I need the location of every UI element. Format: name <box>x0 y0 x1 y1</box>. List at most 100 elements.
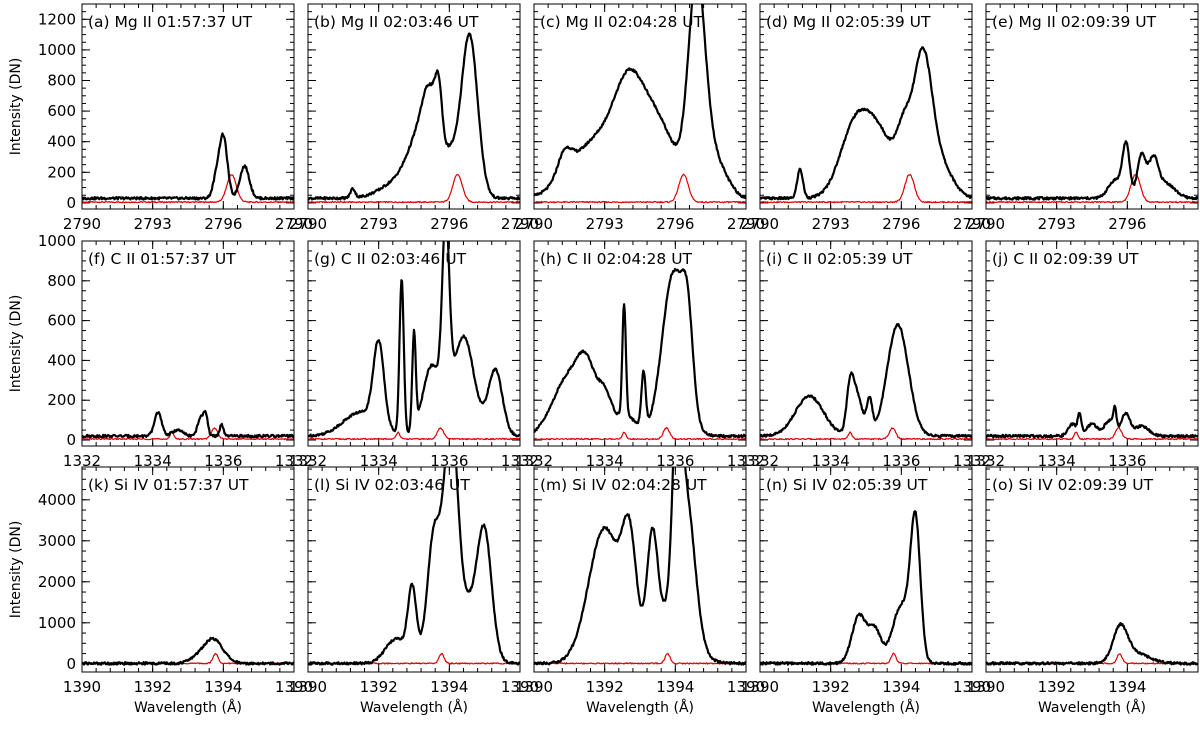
panel-title: (o) Si IV 02:09:39 UT <box>992 476 1154 494</box>
observed-spectrum-line <box>82 409 294 439</box>
x-tick-label: 1334 <box>360 452 398 470</box>
x-tick-label: 1392 <box>1038 678 1076 696</box>
observed-spectrum-line <box>534 467 746 666</box>
panel-frame <box>759 240 973 447</box>
x-tick-label: 1394 <box>204 678 242 696</box>
y-tick-label: 4000 <box>38 491 76 509</box>
x-tick-label: 2790 <box>953 215 991 233</box>
x-tick-label: 1332 <box>967 452 1005 470</box>
reference-spectrum-line <box>82 174 294 204</box>
x-tick-label: 1392 <box>134 678 172 696</box>
x-tick-label: 2790 <box>289 215 327 233</box>
y-tick-label: 800 <box>47 71 76 89</box>
panel-si-iv-4: 1390 1392 1394 1390 (n) Si IV 02:05:39 UT Wav… <box>741 466 991 716</box>
y-axis-label: Intensity (DN) <box>8 521 24 619</box>
x-tick-label: 2790 <box>501 215 539 233</box>
observed-spectrum-line <box>534 4 746 199</box>
panel-c-ii-2: 1332 1334 1336 1332 (g) C II 02:03:46 UT <box>289 240 539 470</box>
x-tick-label: 2793 <box>586 215 624 233</box>
x-tick-label: 2793 <box>812 215 850 233</box>
x-tick-label: 1336 <box>430 452 468 470</box>
observed-spectrum-line <box>82 636 294 666</box>
y-tick-label: 2000 <box>38 573 76 591</box>
panel-c-ii-5: 1332 1334 1336 (j) C II 02:09:39 UT <box>967 240 1199 470</box>
x-tick-label: 1332 <box>275 452 313 470</box>
x-axis-label: Wavelength (Å) <box>586 699 694 716</box>
panel-c-ii-3: 1332 1334 1336 1332 (h) C II 02:04:28 UT <box>515 240 765 470</box>
y-tick-label: 200 <box>47 163 76 181</box>
reference-spectrum-line <box>82 427 294 441</box>
panel-frame <box>985 466 1199 673</box>
observed-spectrum-line <box>760 46 972 201</box>
x-tick-label: 2790 <box>741 215 779 233</box>
x-axis-label: Wavelength (Å) <box>360 699 468 716</box>
panel-title: (l) Si IV 02:03:46 UT <box>314 476 470 494</box>
x-tick-label: 1334 <box>134 452 172 470</box>
panel-title: (j) C II 02:09:39 UT <box>992 250 1139 268</box>
x-tick-label: 2790 <box>727 215 765 233</box>
x-tick-label: 1394 <box>882 678 920 696</box>
reference-spectrum-line <box>308 652 520 665</box>
x-tick-label: 2796 <box>1108 215 1146 233</box>
panel-frame <box>81 240 295 447</box>
observed-spectrum-line <box>308 32 520 201</box>
observed-spectrum-line <box>760 323 972 439</box>
panel-frame <box>307 3 521 210</box>
y-tick-label: 400 <box>47 351 76 369</box>
x-tick-label: 1336 <box>882 452 920 470</box>
reference-spectrum-line <box>534 173 746 204</box>
panel-frame <box>533 240 747 447</box>
x-tick-label: 1394 <box>656 678 694 696</box>
x-tick-label: 1332 <box>953 452 991 470</box>
panel-si-iv-5: 1390 1392 1394 (o) Si IV 02:09:39 UT Wavelen… <box>967 466 1199 716</box>
x-axis-label: Wavelength (Å) <box>812 699 920 716</box>
reference-spectrum-line <box>534 426 746 441</box>
observed-spectrum-line <box>82 132 294 201</box>
x-tick-label: 1392 <box>812 678 850 696</box>
y-tick-label: 0 <box>66 431 76 449</box>
panel-title: (m) Si IV 02:04:28 UT <box>540 476 707 494</box>
x-tick-label: 2793 <box>360 215 398 233</box>
panel-c-ii-4: 1332 1334 1336 1332 (i) C II 02:05:39 UT <box>741 240 991 470</box>
x-tick-label: 2790 <box>275 215 313 233</box>
panel-frame <box>759 466 973 673</box>
x-tick-label: 1392 <box>586 678 624 696</box>
reference-spectrum-line <box>308 427 520 441</box>
reference-spectrum-line <box>308 174 520 204</box>
panel-frame <box>533 466 747 673</box>
x-tick-label: 1334 <box>1038 452 1076 470</box>
panel-frame <box>985 240 1199 447</box>
x-tick-label: 1336 <box>656 452 694 470</box>
x-tick-label: 2790 <box>63 215 101 233</box>
panel-mg-ii-3: 2790 2793 2796 2790 (c) Mg II 02:04:28 UT <box>515 3 765 233</box>
panel-title: (d) Mg II 02:05:39 UT <box>766 13 931 31</box>
panel-title: (e) Mg II 02:09:39 UT <box>992 13 1157 31</box>
panel-frame <box>81 3 295 210</box>
observed-spectrum-line <box>986 622 1198 666</box>
x-tick-label: 2796 <box>882 215 920 233</box>
x-tick-label: 1390 <box>63 678 101 696</box>
x-tick-label: 1334 <box>812 452 850 470</box>
panel-title: (n) Si IV 02:05:39 UT <box>766 476 928 494</box>
panel-title: (f) C II 01:57:37 UT <box>88 250 236 268</box>
panel-title: (c) Mg II 02:04:28 UT <box>540 13 704 31</box>
y-tick-label: 1000 <box>38 41 76 59</box>
observed-spectrum-line <box>534 267 746 439</box>
panel-mg-ii-1: 2790 2793 2796 2790 0 200 400 600 800 1000 1200 (a)… <box>38 3 313 233</box>
panel-title: (k) Si IV 01:57:37 UT <box>88 476 249 494</box>
panel-title: (b) Mg II 02:03:46 UT <box>314 13 479 31</box>
y-tick-label: 600 <box>47 102 76 120</box>
x-tick-label: 1336 <box>204 452 242 470</box>
reference-spectrum-line <box>986 174 1198 204</box>
x-tick-label: 2790 <box>515 215 553 233</box>
x-tick-label: 1394 <box>430 678 468 696</box>
panel-si-iv-3: 1390 1392 1394 1390 (m) Si IV 02:04:28 UT Wav… <box>515 466 765 716</box>
x-tick-label: 1332 <box>515 452 553 470</box>
observed-spectrum-line <box>308 467 520 666</box>
y-tick-label: 3000 <box>38 532 76 550</box>
y-tick-label: 0 <box>66 194 76 212</box>
x-tick-label: 1392 <box>360 678 398 696</box>
y-tick-label: 1200 <box>38 10 76 28</box>
reference-spectrum-line <box>760 173 972 204</box>
